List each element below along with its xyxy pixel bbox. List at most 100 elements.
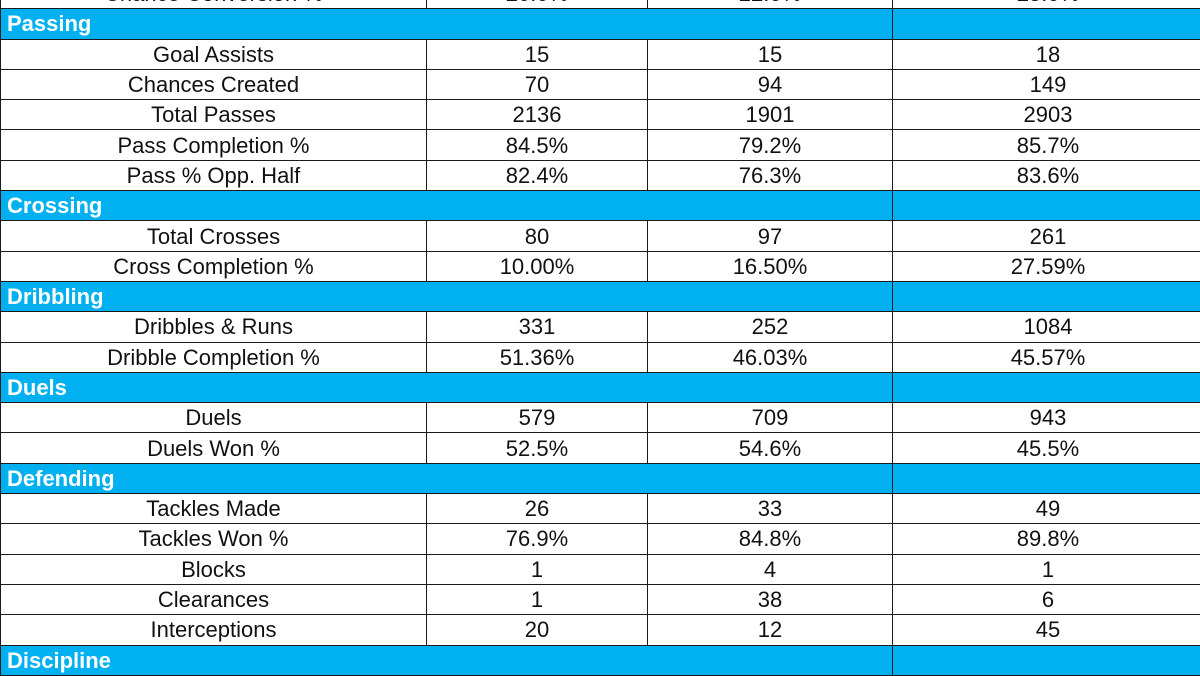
value-cell-col-1[interactable]: 84.5%: [427, 130, 648, 160]
value-cell-col-2[interactable]: 97: [648, 221, 893, 251]
value-cell-col-3[interactable]: 2903: [893, 100, 1200, 130]
value-cell-col-2[interactable]: 84.8%: [648, 524, 893, 554]
value-cell-col-2[interactable]: 1901: [648, 100, 893, 130]
row-label-cell[interactable]: Chance Conversion %: [1, 0, 427, 9]
section-title[interactable]: Discipline: [1, 645, 427, 675]
section-title[interactable]: Crossing: [1, 191, 427, 221]
row-label-cell[interactable]: Pass % Opp. Half: [1, 160, 427, 190]
value-cell-col-1[interactable]: 52.5%: [427, 433, 648, 463]
section-fill-cell[interactable]: [893, 9, 1200, 39]
section-fill-cell[interactable]: [648, 463, 893, 493]
value-cell-col-3[interactable]: 85.7%: [893, 130, 1200, 160]
value-cell-col-1[interactable]: 26: [427, 494, 648, 524]
value-cell-col-3[interactable]: 89.8%: [893, 524, 1200, 554]
row-label-cell[interactable]: Goal Assists: [1, 39, 427, 69]
row-label-cell[interactable]: Dribbles & Runs: [1, 312, 427, 342]
value-cell-col-3[interactable]: 149: [893, 69, 1200, 99]
section-fill-cell[interactable]: [427, 281, 648, 311]
section-fill-cell[interactable]: [427, 9, 648, 39]
value-cell-col-2[interactable]: 79.2%: [648, 130, 893, 160]
value-cell-col-2[interactable]: 252: [648, 312, 893, 342]
value-cell-col-2[interactable]: 38: [648, 584, 893, 614]
value-cell-col-2[interactable]: 4: [648, 554, 893, 584]
row-label-cell[interactable]: Total Crosses: [1, 221, 427, 251]
value-cell-col-3[interactable]: 943: [893, 403, 1200, 433]
row-label-cell[interactable]: Duels: [1, 403, 427, 433]
section-fill-cell[interactable]: [648, 645, 893, 675]
row-label-cell[interactable]: Clearances: [1, 584, 427, 614]
section-fill-cell[interactable]: [648, 191, 893, 221]
value-cell-col-1[interactable]: 15: [427, 39, 648, 69]
section-fill-cell[interactable]: [893, 463, 1200, 493]
section-fill-cell[interactable]: [427, 372, 648, 402]
value-cell-col-2[interactable]: 46.03%: [648, 342, 893, 372]
value-cell-col-1[interactable]: 1: [427, 584, 648, 614]
value-cell-col-3[interactable]: 6: [893, 584, 1200, 614]
value-cell-col-3[interactable]: 18: [893, 39, 1200, 69]
row-label-cell[interactable]: Chances Created: [1, 69, 427, 99]
section-fill-cell[interactable]: [648, 281, 893, 311]
value-cell-col-1[interactable]: 82.4%: [427, 160, 648, 190]
value-cell-col-3[interactable]: 45.57%: [893, 342, 1200, 372]
value-cell-col-1[interactable]: 10.00%: [427, 251, 648, 281]
value-cell-col-1[interactable]: 70: [427, 69, 648, 99]
section-fill-cell[interactable]: [893, 191, 1200, 221]
row-label-cell[interactable]: Pass Completion %: [1, 130, 427, 160]
section-fill-cell[interactable]: [893, 281, 1200, 311]
value-cell-col-1[interactable]: 579: [427, 403, 648, 433]
section-title[interactable]: Defending: [1, 463, 427, 493]
value-cell-col-2[interactable]: 12: [648, 615, 893, 645]
value-cell-col-2[interactable]: 709: [648, 403, 893, 433]
value-cell-col-2[interactable]: 15: [648, 39, 893, 69]
value-cell-col-1[interactable]: 20: [427, 615, 648, 645]
value-cell-col-2[interactable]: 22.0%: [648, 0, 893, 9]
section-header-dribbling: Dribbling: [1, 281, 1200, 311]
section-title[interactable]: Passing: [1, 9, 427, 39]
row-label-cell[interactable]: Dribble Completion %: [1, 342, 427, 372]
value-cell-col-2[interactable]: 33: [648, 494, 893, 524]
table-row: Tackles Won %76.9%84.8%89.8%: [1, 524, 1200, 554]
section-fill-cell[interactable]: [893, 372, 1200, 402]
value-cell-col-1[interactable]: 20.0%: [427, 0, 648, 9]
value-cell-col-2[interactable]: 76.3%: [648, 160, 893, 190]
section-fill-cell[interactable]: [427, 463, 648, 493]
value-cell-col-3[interactable]: 83.6%: [893, 160, 1200, 190]
value-cell-col-1[interactable]: 1: [427, 554, 648, 584]
row-label-cell[interactable]: Tackles Won %: [1, 524, 427, 554]
value-cell-col-1[interactable]: 331: [427, 312, 648, 342]
value-cell-col-1[interactable]: 2136: [427, 100, 648, 130]
value-cell-col-3[interactable]: 25.0%: [893, 0, 1200, 9]
section-fill-cell[interactable]: [893, 645, 1200, 675]
row-label-cell[interactable]: Total Passes: [1, 100, 427, 130]
row-label-cell[interactable]: Tackles Made: [1, 494, 427, 524]
value-cell-col-1[interactable]: 51.36%: [427, 342, 648, 372]
section-title[interactable]: Duels: [1, 372, 427, 402]
value-cell-col-3[interactable]: 261: [893, 221, 1200, 251]
section-fill-cell[interactable]: [427, 645, 648, 675]
value-cell-col-2[interactable]: 16.50%: [648, 251, 893, 281]
value-cell-col-2[interactable]: 94: [648, 69, 893, 99]
table-row: Dribble Completion %51.36%46.03%45.57%: [1, 342, 1200, 372]
value-cell-col-2[interactable]: 54.6%: [648, 433, 893, 463]
section-fill-cell[interactable]: [427, 191, 648, 221]
value-cell-col-3[interactable]: 45.5%: [893, 433, 1200, 463]
value-cell-col-3[interactable]: 1: [893, 554, 1200, 584]
row-label-cell[interactable]: Duels Won %: [1, 433, 427, 463]
section-fill-cell[interactable]: [648, 372, 893, 402]
value-cell-col-1[interactable]: 76.9%: [427, 524, 648, 554]
value-cell-col-3[interactable]: 49: [893, 494, 1200, 524]
section-fill-cell[interactable]: [648, 9, 893, 39]
row-label-cell[interactable]: Blocks: [1, 554, 427, 584]
value-cell-col-1[interactable]: 80: [427, 221, 648, 251]
value-cell-col-3[interactable]: 1084: [893, 312, 1200, 342]
value-cell-col-3[interactable]: 45: [893, 615, 1200, 645]
value-cell-col-3[interactable]: 27.59%: [893, 251, 1200, 281]
row-label-cell[interactable]: Cross Completion %: [1, 251, 427, 281]
row-label-cell[interactable]: Interceptions: [1, 615, 427, 645]
section-title[interactable]: Dribbling: [1, 281, 427, 311]
